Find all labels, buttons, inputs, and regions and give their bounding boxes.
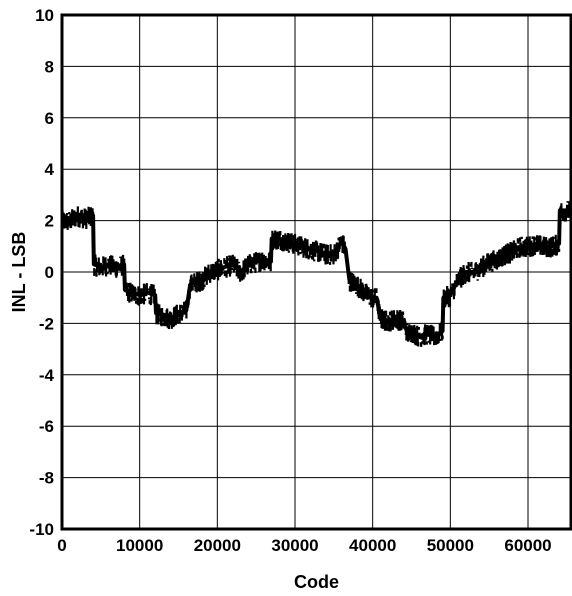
y-tick-label: 6 [45, 109, 54, 128]
y-tick-label: 10 [35, 6, 54, 25]
x-tick-labels: 0 10000 20000 30000 40000 50000 60000 [57, 536, 551, 555]
y-tick-label: -4 [39, 366, 55, 385]
y-tick-labels: -10 -8 -6 -4 -2 0 2 4 6 8 10 [29, 6, 54, 539]
inl-noise-band [60, 200, 572, 347]
y-tick-label: 4 [45, 160, 55, 179]
y-tick-label: 8 [45, 57, 54, 76]
inl-trace-layer [62, 208, 571, 339]
x-tick-label: 20000 [194, 536, 241, 555]
noise-band-layer [60, 200, 572, 347]
x-tick-label: 50000 [427, 536, 474, 555]
y-axis-title: INL - LSB [9, 232, 29, 313]
y-tick-label: -2 [39, 314, 54, 333]
inl-series-line [62, 208, 571, 339]
x-tick-label: 40000 [349, 536, 396, 555]
y-tick-label: -6 [39, 417, 54, 436]
plot-frame [60, 13, 572, 531]
y-tick-label: -10 [29, 520, 54, 539]
x-tick-label: 60000 [504, 536, 551, 555]
x-axis-title: Code [294, 572, 339, 592]
x-tick-label: 10000 [116, 536, 163, 555]
x-tick-label: 0 [57, 536, 66, 555]
grid-layer [61, 14, 571, 530]
x-tick-label: 30000 [271, 536, 318, 555]
y-tick-label: -8 [39, 469, 54, 488]
y-tick-label: 2 [45, 212, 54, 231]
y-tick-label: 0 [45, 263, 54, 282]
